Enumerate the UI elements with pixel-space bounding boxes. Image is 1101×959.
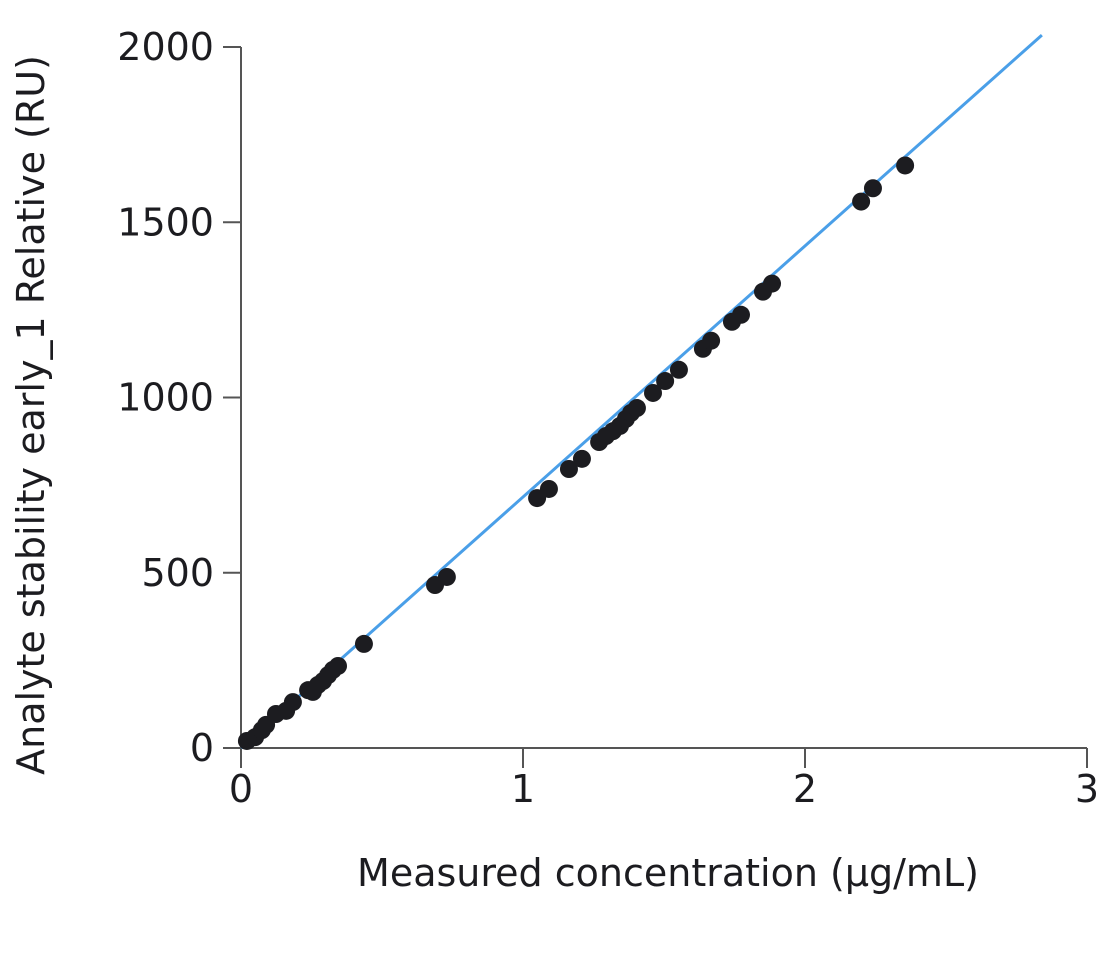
data-point: [763, 274, 782, 293]
x-tick-label: 1: [511, 767, 535, 811]
data-point: [329, 656, 348, 675]
data-point: [559, 460, 578, 479]
axes: [240, 47, 1087, 768]
data-point: [354, 634, 373, 653]
data-point: [896, 156, 915, 175]
y-tick-label: 1000: [117, 376, 214, 420]
data-point: [731, 305, 750, 324]
x-tick-label: 2: [793, 767, 817, 811]
data-point: [572, 449, 591, 468]
y-tick-label: 0: [190, 726, 214, 770]
y-tick-label: 500: [141, 551, 214, 595]
x-tick-label: 0: [229, 767, 253, 811]
data-point: [644, 383, 663, 402]
y-tick-label: 2000: [117, 25, 214, 69]
y-axis-label: Analyte stability early_1 Relative (RU): [9, 55, 53, 775]
data-point: [656, 372, 675, 391]
x-axis-label: Measured concentration (µg/mL): [357, 851, 979, 895]
data-point: [283, 693, 302, 712]
ticks: 0 1 2 3 0 500 1000 1500 2000: [117, 25, 1099, 811]
data-point: [863, 179, 882, 198]
data-point: [627, 399, 646, 418]
data-point: [539, 479, 558, 498]
y-tick-label: 1500: [117, 200, 214, 244]
data-points: [237, 156, 915, 750]
data-point: [437, 567, 456, 586]
data-point: [669, 360, 688, 379]
data-point: [852, 192, 871, 211]
data-point: [702, 331, 721, 350]
fit-line: [240, 33, 1043, 750]
x-tick-label: 3: [1075, 767, 1099, 811]
